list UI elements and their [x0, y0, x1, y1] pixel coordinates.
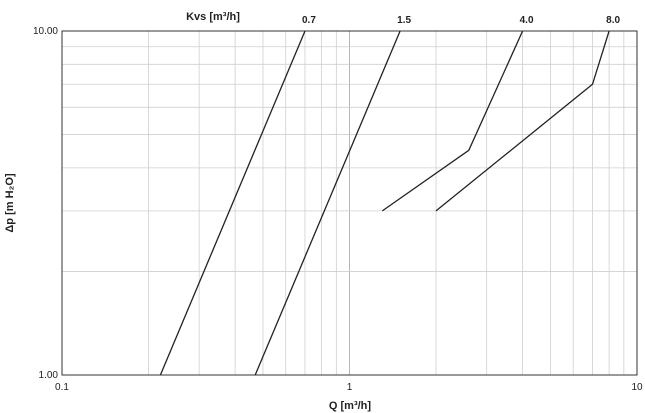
- series-layer: [159, 30, 610, 376]
- tick-labels: 0.1 1 10 1.00 10.00: [33, 26, 643, 393]
- x-tick-label: 1: [347, 382, 353, 393]
- y-tick-label: 1.00: [39, 370, 59, 381]
- series-line-3: [381, 30, 524, 212]
- series-label-3: 4.0: [520, 15, 534, 26]
- plot-frame: [61, 30, 638, 376]
- series-line-2: [254, 30, 401, 376]
- x-axis-title: Q [m³/h]: [329, 400, 371, 412]
- series-label-4: 8.0: [606, 15, 620, 26]
- y-tick-label: 10.00: [33, 26, 58, 37]
- x-tick-label: 0.1: [55, 382, 69, 393]
- series-line-1: [159, 30, 306, 376]
- series-labels: 0.7 1.5 4.0 8.0: [302, 15, 621, 26]
- y-axis-title: Δp [m H₂O]: [4, 173, 16, 233]
- grid: [62, 31, 637, 375]
- series-label-1: 0.7: [302, 15, 316, 26]
- series-label-2: 1.5: [397, 15, 411, 26]
- series-line-4: [435, 30, 610, 212]
- x-tick-label: 10: [631, 382, 643, 393]
- series-header: Kvs [m³/h]: [186, 11, 240, 23]
